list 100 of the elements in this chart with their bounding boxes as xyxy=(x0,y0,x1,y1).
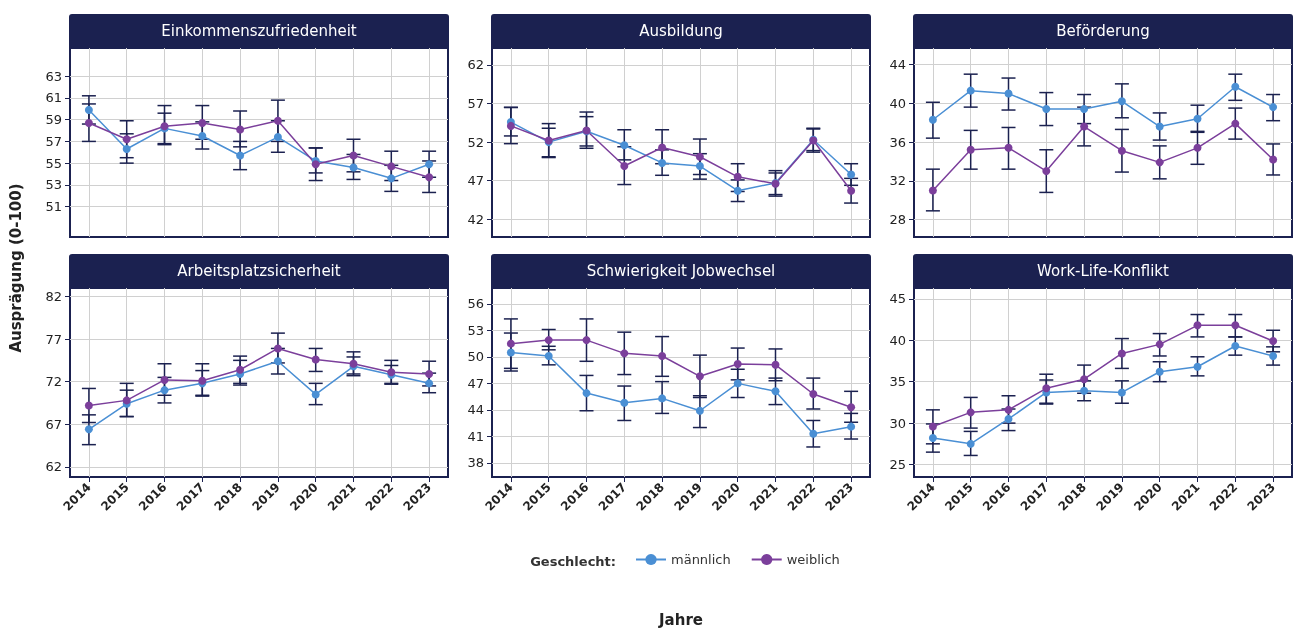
y-tick-label: 67 xyxy=(45,416,62,432)
point xyxy=(809,389,818,398)
point xyxy=(771,360,780,369)
point xyxy=(1155,122,1164,131)
point xyxy=(506,348,515,357)
point xyxy=(1155,158,1164,167)
chart-title: Beförderung xyxy=(913,14,1293,48)
y-tick-label: 28 xyxy=(889,212,906,228)
point xyxy=(1042,105,1051,114)
point xyxy=(966,439,975,448)
point xyxy=(733,359,742,368)
point xyxy=(966,86,975,95)
y-axis-title: Ausprägung (0-100) xyxy=(7,183,25,353)
y-tick-label: 56 xyxy=(467,296,484,312)
y-tick-label: 62 xyxy=(467,57,484,73)
point xyxy=(387,174,396,183)
point xyxy=(966,408,975,417)
point xyxy=(506,339,515,348)
point xyxy=(928,115,937,124)
legend-label: weiblich xyxy=(786,552,840,567)
legend-title: Geschlecht: xyxy=(530,554,617,569)
point xyxy=(311,390,320,399)
y-tick-label: 36 xyxy=(889,134,906,150)
point xyxy=(160,386,169,395)
point xyxy=(1042,384,1051,393)
point xyxy=(198,131,207,140)
point xyxy=(1042,167,1051,176)
point xyxy=(1231,119,1240,128)
point xyxy=(1117,388,1126,397)
y-tick-label: 40 xyxy=(889,95,906,111)
point xyxy=(122,135,131,144)
y-tick-label: 82 xyxy=(45,289,62,305)
point xyxy=(349,151,358,160)
point xyxy=(620,349,629,358)
point xyxy=(582,336,591,345)
point xyxy=(311,355,320,364)
y-tick-label: 47 xyxy=(467,375,484,391)
point xyxy=(809,429,818,438)
y-tick-label: 72 xyxy=(45,374,62,390)
point xyxy=(928,434,937,443)
point xyxy=(1193,362,1202,371)
point xyxy=(582,389,591,398)
point xyxy=(273,357,282,366)
point xyxy=(84,425,93,434)
y-tick-label: 44 xyxy=(467,402,484,418)
y-tick-label: 50 xyxy=(467,349,484,365)
point xyxy=(620,141,629,150)
point xyxy=(847,170,856,179)
point xyxy=(620,162,629,171)
point xyxy=(1080,386,1089,395)
point xyxy=(236,125,245,134)
y-tick-label: 59 xyxy=(45,112,62,128)
y-tick-label: 57 xyxy=(45,133,62,149)
point xyxy=(733,186,742,195)
point xyxy=(1231,321,1240,330)
chart-title: Schwierigkeit Jobwechsel xyxy=(491,254,871,288)
point xyxy=(771,387,780,396)
point xyxy=(84,105,93,114)
point xyxy=(273,344,282,353)
point xyxy=(1155,340,1164,349)
y-tick-label: 42 xyxy=(467,211,484,227)
y-tick-label: 62 xyxy=(45,459,62,475)
point xyxy=(1004,414,1013,423)
x-axis-title: Jahre xyxy=(659,611,703,629)
y-tick-label: 63 xyxy=(45,68,62,84)
point xyxy=(1269,103,1278,112)
point xyxy=(160,375,169,384)
point xyxy=(695,372,704,381)
point xyxy=(1269,337,1278,346)
chart-title: Einkommenszufriedenheit xyxy=(69,14,449,48)
y-tick-label: 57 xyxy=(467,96,484,112)
point xyxy=(695,162,704,171)
point xyxy=(273,133,282,142)
y-tick-label: 53 xyxy=(45,177,62,193)
point xyxy=(1231,82,1240,91)
point xyxy=(1269,155,1278,164)
point xyxy=(1117,349,1126,358)
point xyxy=(311,160,320,169)
point xyxy=(1117,146,1126,155)
chart-title: Arbeitsplatzsicherheit xyxy=(69,254,449,288)
point xyxy=(544,352,553,360)
point xyxy=(658,143,667,152)
point xyxy=(544,336,553,345)
y-tick-label: 77 xyxy=(45,331,62,347)
y-tick-label: 44 xyxy=(889,56,906,72)
legend-label: männlich xyxy=(671,552,731,567)
point xyxy=(658,158,667,167)
point xyxy=(847,422,856,431)
point xyxy=(1193,321,1202,330)
point xyxy=(1080,105,1089,114)
point xyxy=(928,186,937,195)
point xyxy=(425,160,434,169)
point xyxy=(387,162,396,171)
point xyxy=(1117,97,1126,106)
point xyxy=(1231,342,1240,351)
y-tick-label: 25 xyxy=(889,457,906,473)
chart-title: Work-Life-Konflikt xyxy=(913,254,1293,288)
point xyxy=(695,152,704,161)
point xyxy=(928,422,937,431)
point xyxy=(425,173,434,182)
